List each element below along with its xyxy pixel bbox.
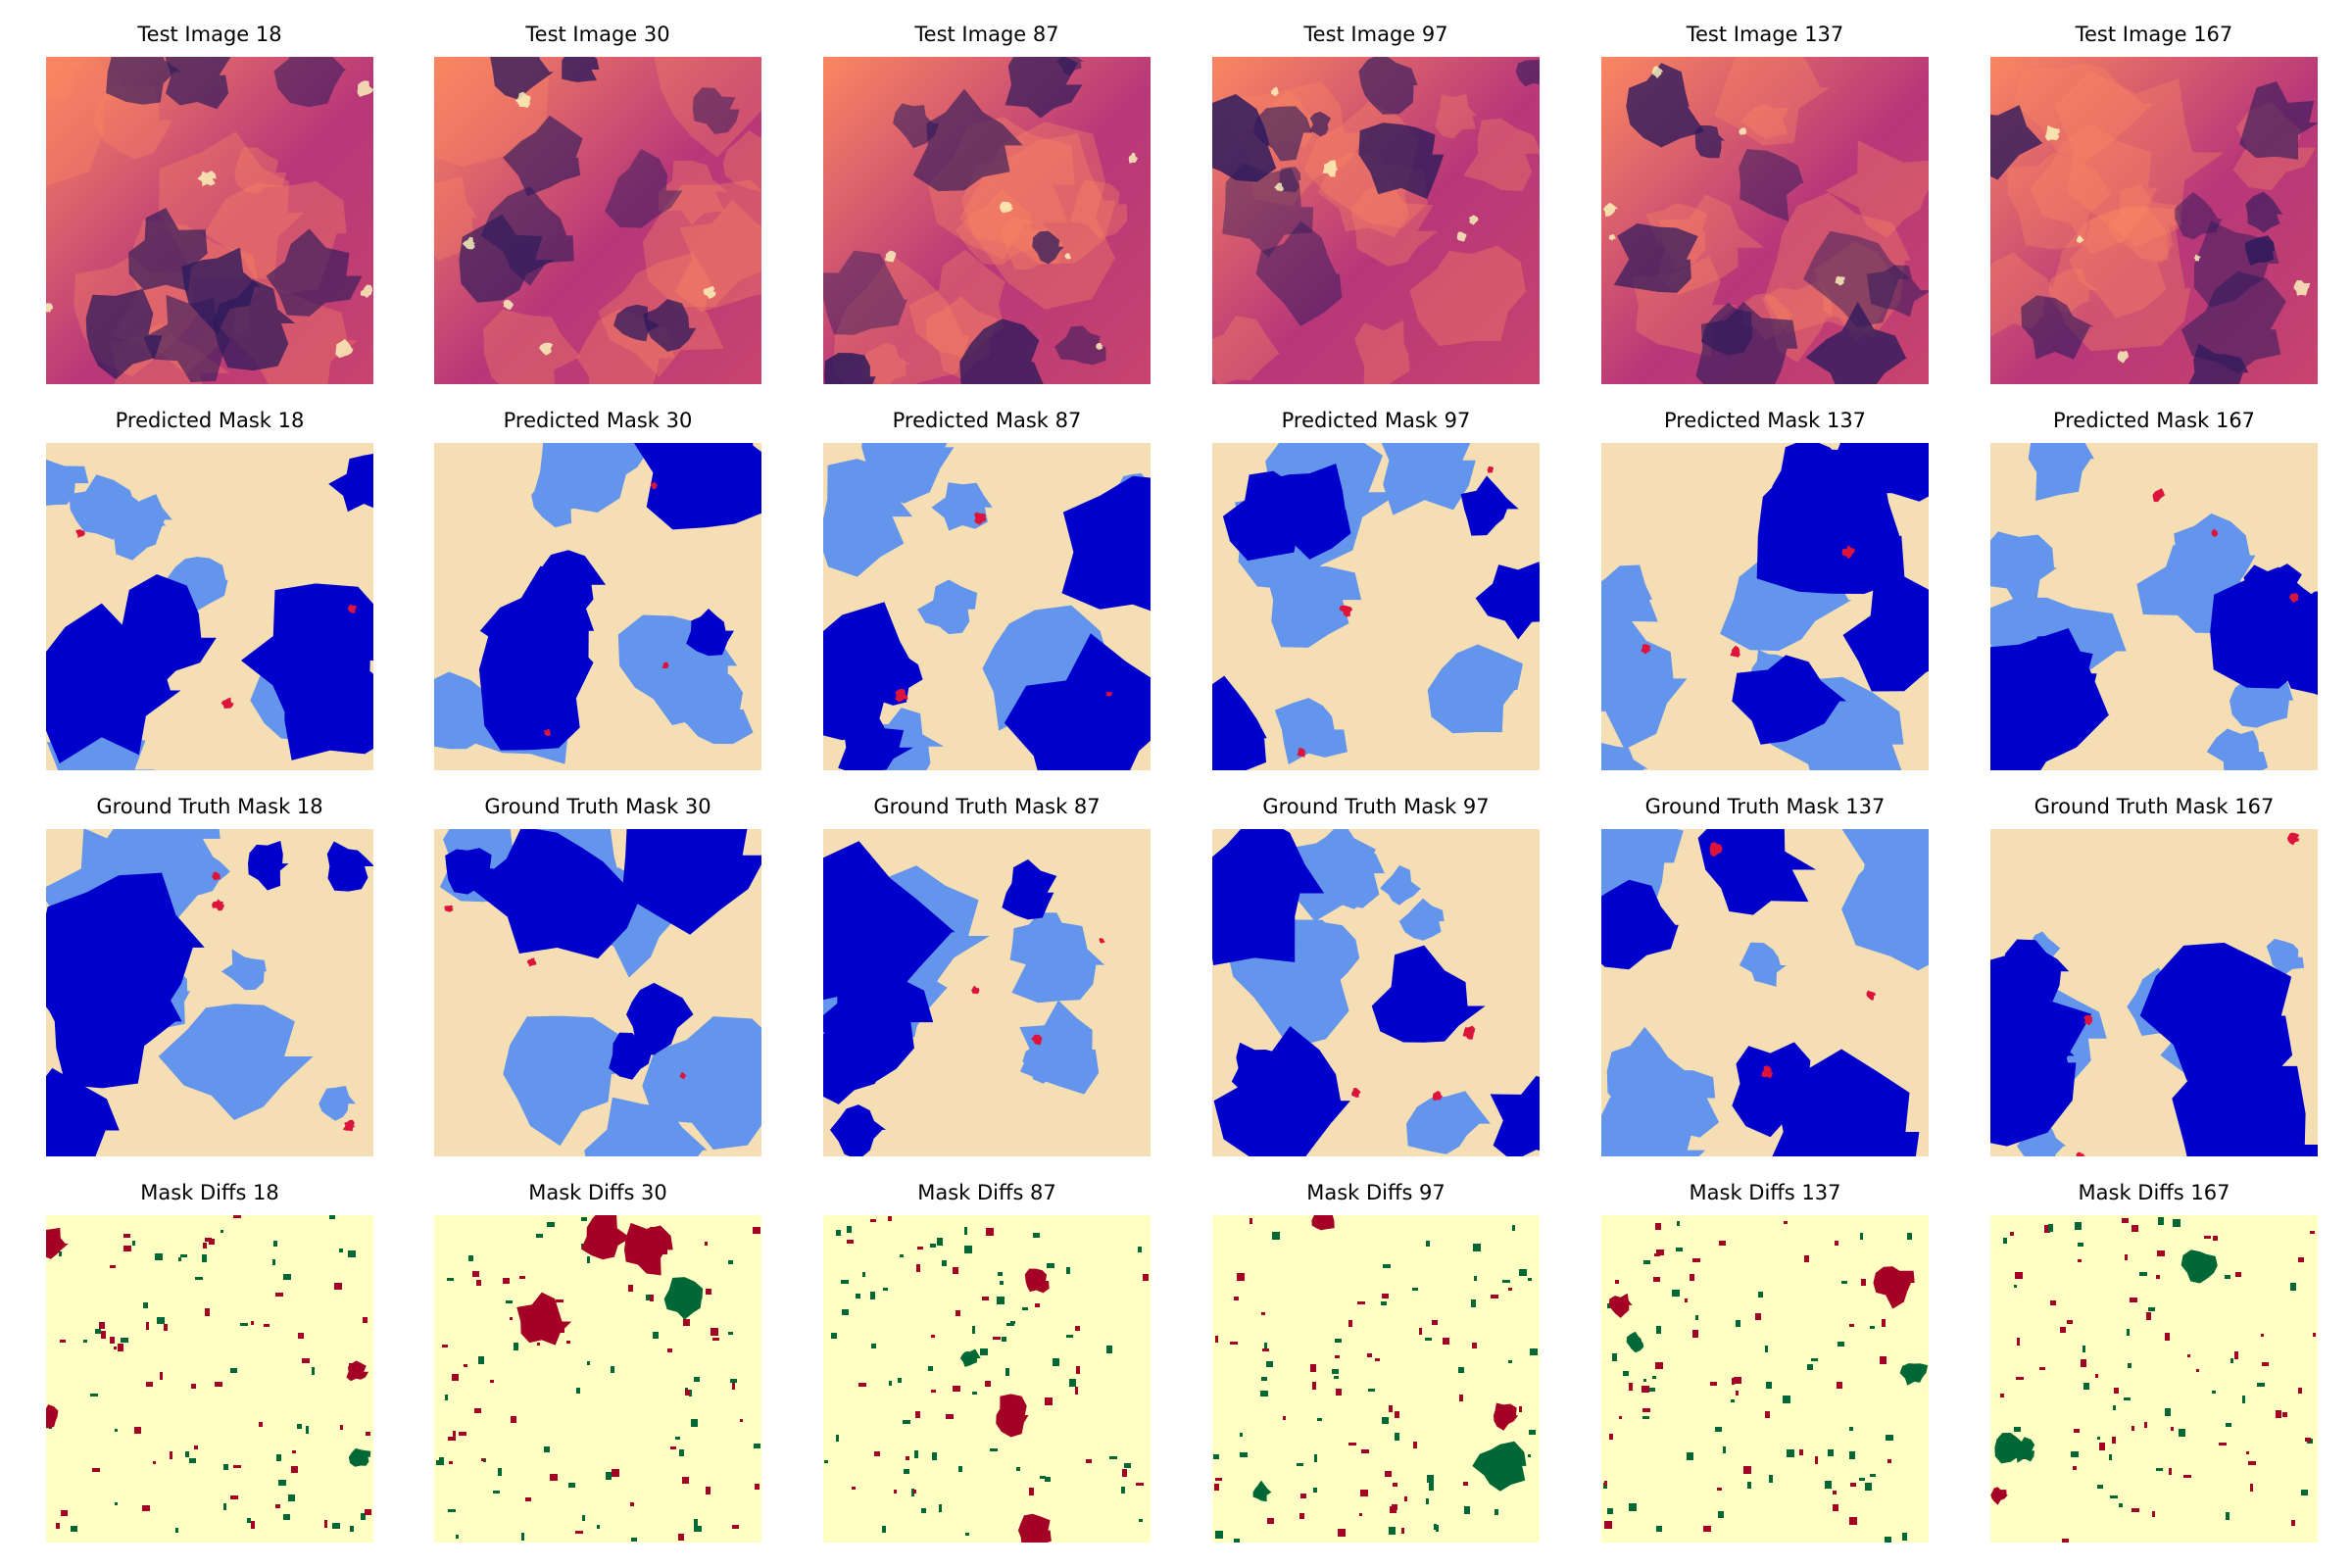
panel-title: Ground Truth Mask 137 xyxy=(1644,795,1886,818)
predicted-mask-30 xyxy=(434,443,761,770)
ground-truth-mask-167 xyxy=(1990,829,2318,1156)
panel-title: Test Image 30 xyxy=(525,23,670,46)
panel-title: Ground Truth Mask 87 xyxy=(873,795,1101,818)
test-image-30 xyxy=(434,57,761,384)
mask-diffs-137 xyxy=(1601,1215,1929,1543)
mask-diffs-167 xyxy=(1990,1215,2318,1543)
panel-title: Test Image 18 xyxy=(137,23,282,46)
panel-title: Test Image 87 xyxy=(914,23,1059,46)
predicted-mask-97 xyxy=(1212,443,1540,770)
ground-truth-mask-87 xyxy=(823,829,1151,1156)
panel-title: Predicted Mask 30 xyxy=(503,409,693,432)
panel-title: Mask Diffs 97 xyxy=(1306,1181,1446,1204)
panel-title: Mask Diffs 18 xyxy=(140,1181,279,1204)
mask-diffs-87 xyxy=(823,1215,1151,1543)
panel-title: Test Image 167 xyxy=(2075,23,2233,46)
ground-truth-mask-137 xyxy=(1601,829,1929,1156)
predicted-mask-137 xyxy=(1601,443,1929,770)
predicted-mask-87 xyxy=(823,443,1151,770)
panel-title: Mask Diffs 167 xyxy=(2078,1181,2230,1204)
panel-title: Test Image 137 xyxy=(1686,23,1844,46)
panel-title: Predicted Mask 87 xyxy=(892,409,1082,432)
panel-title: Ground Truth Mask 30 xyxy=(484,795,711,818)
ground-truth-mask-30 xyxy=(434,829,761,1156)
ground-truth-mask-18 xyxy=(46,829,373,1156)
mask-diffs-30 xyxy=(434,1215,761,1543)
mask-diffs-97 xyxy=(1212,1215,1540,1543)
panel-title: Ground Truth Mask 18 xyxy=(96,795,323,818)
test-image-137 xyxy=(1601,57,1929,384)
predicted-mask-167 xyxy=(1990,443,2318,770)
test-image-97 xyxy=(1212,57,1540,384)
test-image-87 xyxy=(823,57,1151,384)
panel-title: Mask Diffs 137 xyxy=(1689,1181,1841,1204)
panel-title: Test Image 97 xyxy=(1303,23,1448,46)
ground-truth-mask-97 xyxy=(1212,829,1540,1156)
panel-title: Ground Truth Mask 167 xyxy=(2034,795,2275,818)
panel-title: Predicted Mask 97 xyxy=(1281,409,1471,432)
test-image-167 xyxy=(1990,57,2318,384)
panel-title: Ground Truth Mask 97 xyxy=(1262,795,1490,818)
mask-diffs-18 xyxy=(46,1215,373,1543)
panel-title: Predicted Mask 167 xyxy=(2052,409,2256,432)
predicted-mask-18 xyxy=(46,443,373,770)
panel-title: Predicted Mask 137 xyxy=(1663,409,1867,432)
panel-title: Predicted Mask 18 xyxy=(115,409,305,432)
panel-title: Mask Diffs 87 xyxy=(917,1181,1056,1204)
panel-title: Mask Diffs 30 xyxy=(528,1181,667,1204)
test-image-18 xyxy=(46,57,373,384)
